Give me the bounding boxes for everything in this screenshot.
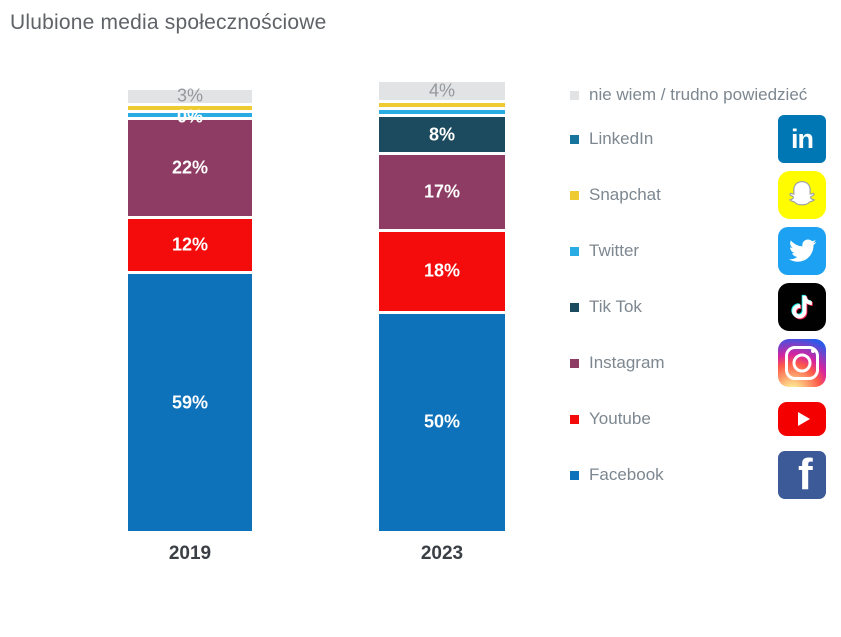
legend-label: Instagram xyxy=(589,353,665,373)
legend-swatch-youtube xyxy=(570,414,579,424)
legend-item-snapchat: Snapchat xyxy=(570,167,826,223)
segment-value-label: 50% xyxy=(423,411,461,432)
legend-item-youtube: Youtube xyxy=(570,391,826,447)
segment-value-label: 0% xyxy=(176,106,204,127)
legend-swatch-tik-tok xyxy=(570,302,579,312)
bar-segment-tik-tok-2023: 8% xyxy=(379,117,505,153)
youtube-icon xyxy=(778,395,826,443)
legend-swatch-snapchat xyxy=(570,190,579,200)
legend-item-facebook: Facebook f xyxy=(570,447,826,503)
bar-segment-youtube-2019: 12% xyxy=(128,219,252,272)
bar-segment-snapchat-2023 xyxy=(379,102,505,108)
legend-label: Snapchat xyxy=(589,185,661,205)
linkedin-icon: in xyxy=(778,115,826,164)
bar-segment-instagram-2019: 22% xyxy=(128,120,252,217)
legend-item-tik-tok: Tik Tok xyxy=(570,279,826,335)
snapchat-icon xyxy=(778,171,826,220)
instagram-icon xyxy=(778,339,826,388)
segment-value-label: 3% xyxy=(176,85,204,106)
legend-label: Tik Tok xyxy=(589,297,642,317)
legend-swatch-instagram xyxy=(570,358,579,368)
chart-title: Ulubione media społecznościowe xyxy=(10,11,327,34)
tiktok-icon xyxy=(778,283,826,332)
legend-label: Facebook xyxy=(589,465,664,485)
bar-segment-twitter-2019 xyxy=(128,113,252,118)
bar-segment-nie-wiem-trudno-powiedzie-2023: 4% xyxy=(379,80,505,101)
legend-swatch-facebook xyxy=(570,470,579,480)
stacked-bar-2023: 4% 8% 17% 18% 50% xyxy=(379,80,505,531)
segment-value-label: 59% xyxy=(171,392,209,413)
bar-segment-instagram-2023: 17% xyxy=(379,155,505,230)
legend-swatch-nie-wiem-trudno-powiedzie xyxy=(570,91,579,100)
legend-label: LinkedIn xyxy=(589,129,654,149)
segment-value-label: 22% xyxy=(171,157,209,178)
legend-label: nie wiem / trudno powiedzieć xyxy=(589,85,808,104)
bar-segment-nie-wiem-trudno-powiedzie-2019: 3% xyxy=(128,86,252,106)
legend-item-instagram: Instagram xyxy=(570,335,826,391)
bar-segment-facebook-2019: 59% xyxy=(128,274,252,531)
stacked-bar-2019: 3% 0% 22% 12% 59% xyxy=(128,86,252,531)
bar-segment-youtube-2023: 18% xyxy=(379,232,505,311)
segment-value-label: 18% xyxy=(423,260,461,281)
legend-label: Youtube xyxy=(589,409,651,429)
legend-item-twitter: Twitter xyxy=(570,223,826,279)
bar-segment-snapchat-2019 xyxy=(128,105,252,111)
legend-item-nie-wiem-trudno-powiedzie: nie wiem / trudno powiedzieć xyxy=(570,84,826,106)
legend-label: Twitter xyxy=(589,241,640,261)
facebook-icon: f xyxy=(778,451,826,500)
legend-swatch-twitter xyxy=(570,246,579,256)
twitter-icon xyxy=(778,227,826,276)
legend: nie wiem / trudno powiedzieć LinkedIn in Sn… xyxy=(570,84,826,503)
legend-swatch-linkedin xyxy=(570,134,579,144)
segment-value-label: 17% xyxy=(423,181,461,202)
legend-item-linkedin: LinkedIn in xyxy=(570,111,826,167)
bar-segment-facebook-2023: 50% xyxy=(379,313,505,531)
bar-segment-twitter-2023 xyxy=(379,110,505,115)
segment-value-label: 4% xyxy=(428,80,456,101)
axis-label-2019: 2019 xyxy=(168,543,212,564)
segment-value-label: 12% xyxy=(171,234,209,255)
segment-value-label: 8% xyxy=(428,124,456,145)
axis-label-2023: 2023 xyxy=(420,543,464,564)
